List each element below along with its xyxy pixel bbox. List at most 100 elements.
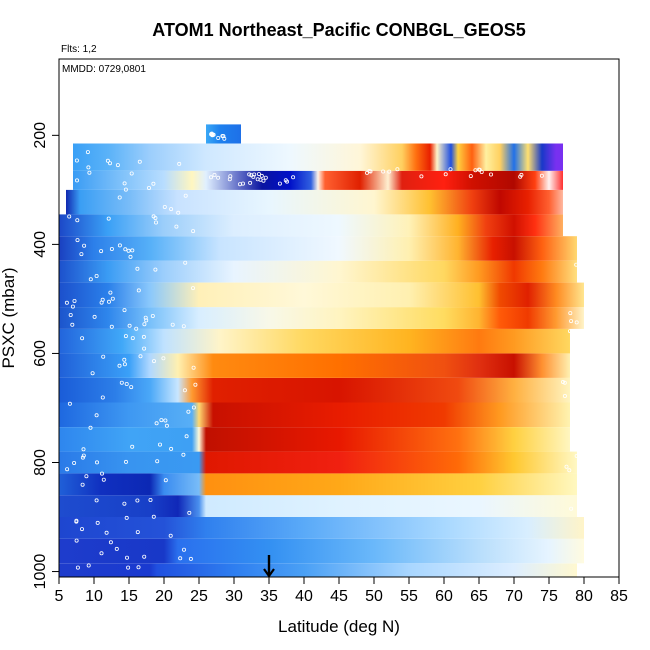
observation-point (473, 168, 478, 173)
observation-point (259, 173, 264, 178)
observation-point (387, 169, 392, 174)
observation-point (85, 150, 90, 155)
observation-point (574, 320, 579, 325)
observation-point (94, 413, 99, 418)
observation-point (129, 171, 134, 176)
observation-point (136, 565, 141, 570)
y-tick-label: 400 (32, 231, 49, 258)
observation-point (141, 334, 146, 339)
observation-point (108, 290, 113, 295)
x-tick-label: 40 (295, 588, 313, 605)
observation-point (176, 210, 181, 215)
observation-point (72, 460, 77, 465)
observation-point (94, 273, 99, 278)
observation-point (468, 174, 473, 179)
observation-point (126, 565, 131, 570)
observation-point (183, 193, 188, 198)
observation-point (79, 252, 84, 257)
observation-point (138, 354, 143, 359)
observation-point (67, 401, 72, 406)
observation-point (564, 464, 569, 469)
x-tick-label: 75 (540, 588, 558, 605)
observation-point (220, 133, 225, 138)
observation-point (151, 214, 156, 219)
observation-point (88, 425, 93, 430)
observation-point (115, 163, 120, 168)
heatmap-band (59, 427, 570, 452)
observation-point (95, 460, 100, 465)
observation-point (184, 434, 189, 439)
observation-point (367, 168, 372, 173)
observation-point (169, 446, 174, 451)
marker-arrow-head (263, 568, 275, 578)
heatmap-layers (59, 124, 584, 577)
observation-point (163, 418, 168, 423)
y-tick-label: 1000 (32, 554, 49, 590)
observation-point (154, 421, 159, 426)
observation-point (568, 311, 573, 316)
observation-point (182, 388, 187, 393)
observation-point (125, 555, 130, 560)
observation-point (364, 170, 369, 175)
observation-point (80, 455, 85, 460)
observation-point (144, 318, 149, 323)
observation-point (576, 447, 581, 452)
observation-point (443, 172, 448, 177)
observation-point (81, 447, 86, 452)
observation-point (479, 169, 484, 174)
observation-point (569, 319, 574, 324)
observation-point (247, 172, 252, 177)
observation-point (86, 165, 91, 170)
flights-label: Flts: 1,2 (61, 44, 97, 55)
x-tick-label: 60 (435, 588, 453, 605)
observation-point (104, 530, 109, 535)
x-tick-label: 50 (365, 588, 383, 605)
y-axis-label: PSXC (mbar) (0, 267, 18, 368)
observation-point (136, 288, 141, 293)
observation-point (539, 173, 544, 178)
observation-point (119, 380, 124, 385)
y-tick-label: 600 (32, 340, 49, 367)
observation-point (210, 133, 215, 138)
heatmap-band (66, 189, 563, 215)
observation-point (169, 207, 174, 212)
observation-point (75, 178, 80, 183)
observation-point (87, 170, 92, 175)
x-tick-label: 35 (260, 588, 278, 605)
observation-point (68, 312, 73, 317)
observation-point (101, 354, 106, 359)
observation-point (159, 418, 164, 423)
observation-point (155, 459, 160, 464)
observation-point (476, 167, 481, 172)
observation-point (110, 296, 115, 301)
heatmap-band (59, 378, 570, 403)
observation-point (82, 243, 87, 248)
observation-point (227, 177, 232, 182)
heatmap-band (59, 517, 584, 539)
observation-point (122, 181, 127, 186)
y-axis: 1000 800 600 400 200 (32, 122, 60, 590)
observation-point (567, 468, 572, 473)
heatmap-band (59, 328, 570, 354)
observation-point (153, 267, 158, 272)
observation-point (561, 379, 566, 384)
observation-point (448, 167, 453, 172)
observation-point (519, 172, 524, 177)
observation-point (150, 313, 155, 318)
observation-point (261, 178, 266, 183)
observation-point (124, 515, 129, 520)
observation-point (177, 161, 182, 166)
x-axis-label: Latitude (deg N) (278, 617, 400, 636)
observation-point (222, 136, 227, 141)
observation-point (94, 498, 99, 503)
observation-point (88, 277, 93, 282)
heatmap-band (59, 563, 577, 577)
observation-point (109, 246, 114, 251)
observation-point (170, 322, 175, 327)
observation-point (291, 175, 296, 180)
heatmap-band (73, 170, 563, 190)
observation-point (212, 172, 217, 177)
observation-point (123, 334, 128, 339)
observation-point (191, 405, 196, 410)
observation-point (135, 266, 140, 271)
